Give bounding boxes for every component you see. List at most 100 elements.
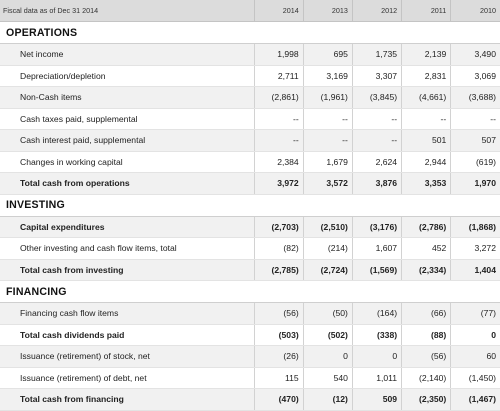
value-cell: -- <box>253 108 304 130</box>
table-row: Financing cash flow items (56) (50) (164) (6… <box>0 302 500 325</box>
value-cell: (26) <box>253 345 304 368</box>
table-row: Issuance (retirement) of stock, net (26) 0… <box>0 345 500 368</box>
value-cell: (2,140) <box>401 367 451 389</box>
table-row: Changes in working capital 2,384 1,679 2,62… <box>0 151 500 173</box>
value-cell: (214) <box>302 237 353 260</box>
table-row: Depreciation/depletion 2,711 3,169 3,307 2,8… <box>0 65 500 87</box>
value-cell: (619) <box>450 151 500 173</box>
value-cell: 0 <box>351 345 402 368</box>
value-cell: 2,831 <box>401 65 451 87</box>
section-title: OPERATIONS <box>0 21 500 44</box>
value-cell: 1,735 <box>351 43 402 66</box>
value-cell: 3,876 <box>351 172 402 195</box>
table-row: Total cash dividends paid (503) (502) (338)… <box>0 324 500 346</box>
value-cell: -- <box>253 129 304 152</box>
row-label: Total cash dividends paid <box>0 324 255 346</box>
year-header: 2014 <box>253 0 304 22</box>
table-row: Non-Cash items (2,861) (1,961) (3,845) (4,66… <box>0 86 500 109</box>
value-cell: (1,467) <box>450 388 500 411</box>
value-cell: -- <box>351 129 402 152</box>
value-cell: 1,998 <box>253 43 304 66</box>
value-cell: 452 <box>401 237 451 260</box>
value-cell: (66) <box>401 302 451 325</box>
value-cell: (88) <box>401 324 451 346</box>
value-cell: 2,384 <box>253 151 304 173</box>
value-cell: (502) <box>302 324 353 346</box>
value-cell: 2,139 <box>401 43 451 66</box>
table-row: Cash taxes paid, supplemental -- -- -- -- -- <box>0 108 500 130</box>
section-title: INVESTING <box>0 194 500 217</box>
year-header: 2012 <box>351 0 402 22</box>
table-row: Total cash from operations 3,972 3,572 3,87… <box>0 172 500 195</box>
value-cell: (503) <box>253 324 304 346</box>
section-header-row: INVESTING <box>0 194 500 217</box>
row-label: Issuance (retirement) of debt, net <box>0 367 255 389</box>
value-cell: (4,661) <box>401 86 451 109</box>
value-cell: (164) <box>351 302 402 325</box>
value-cell: 695 <box>302 43 353 66</box>
value-cell: (470) <box>253 388 304 411</box>
value-cell: -- <box>351 108 402 130</box>
section-header-row: FINANCING <box>0 280 500 303</box>
value-cell: 3,572 <box>302 172 353 195</box>
value-cell: (3,176) <box>351 216 402 238</box>
value-cell: (3,845) <box>351 86 402 109</box>
table-row: Issuance (retirement) of debt, net 115 540… <box>0 367 500 389</box>
value-cell: (2,334) <box>401 259 451 281</box>
value-cell: (3,688) <box>450 86 500 109</box>
value-cell: 3,490 <box>450 43 500 66</box>
year-header: 2013 <box>302 0 353 22</box>
value-cell: (77) <box>450 302 500 325</box>
value-cell: 540 <box>302 367 353 389</box>
value-cell: -- <box>302 129 353 152</box>
value-cell: (1,868) <box>450 216 500 238</box>
value-cell: (2,786) <box>401 216 451 238</box>
row-label: Non-Cash items <box>0 86 255 109</box>
value-cell: 1,404 <box>450 259 500 281</box>
value-cell: 507 <box>450 129 500 152</box>
value-cell: 3,272 <box>450 237 500 260</box>
year-header: 2011 <box>401 0 451 22</box>
value-cell: 2,711 <box>253 65 304 87</box>
value-cell: (338) <box>351 324 402 346</box>
value-cell: (50) <box>302 302 353 325</box>
value-cell: (2,510) <box>302 216 353 238</box>
table-row: Other investing and cash flow items, tot… <box>0 237 500 260</box>
row-label: Net income <box>0 43 255 66</box>
value-cell: (82) <box>253 237 304 260</box>
value-cell: -- <box>401 108 451 130</box>
row-label: Depreciation/depletion <box>0 65 255 87</box>
row-label: Issuance (retirement) of stock, net <box>0 345 255 368</box>
value-cell: 60 <box>450 345 500 368</box>
value-cell: -- <box>450 108 500 130</box>
value-cell: (2,785) <box>253 259 304 281</box>
value-cell: 0 <box>302 345 353 368</box>
value-cell: (56) <box>401 345 451 368</box>
value-cell: 1,679 <box>302 151 353 173</box>
value-cell: 2,944 <box>401 151 451 173</box>
section-header-row: OPERATIONS <box>0 21 500 44</box>
year-header: 2010 <box>450 0 500 22</box>
value-cell: -- <box>302 108 353 130</box>
row-label: Capital expenditures <box>0 216 255 238</box>
value-cell: (2,861) <box>253 86 304 109</box>
table-row: Net income 1,998 695 1,735 2,139 3,490 <box>0 43 500 66</box>
value-cell: 3,169 <box>302 65 353 87</box>
value-cell: 0 <box>450 324 500 346</box>
value-cell: 115 <box>253 367 304 389</box>
section-title: FINANCING <box>0 280 500 303</box>
row-label: Total cash from financing <box>0 388 255 411</box>
table-row: Total cash from investing (2,785) (2,724)(… <box>0 259 500 281</box>
table-row: Total cash from financing (470) (12) 509 (2,… <box>0 388 500 411</box>
row-label: Total cash from operations <box>0 172 255 195</box>
value-cell: (1,961) <box>302 86 353 109</box>
value-cell: 1,607 <box>351 237 402 260</box>
table-row: Capital expenditures (2,703) (2,510) (3,176… <box>0 216 500 238</box>
header-row: Fiscal data as of Dec 31 2014 2014 2013 … <box>0 0 500 22</box>
value-cell: 3,069 <box>450 65 500 87</box>
value-cell: (2,703) <box>253 216 304 238</box>
table-row: Cash interest paid, supplemental -- -- -- 50… <box>0 129 500 152</box>
